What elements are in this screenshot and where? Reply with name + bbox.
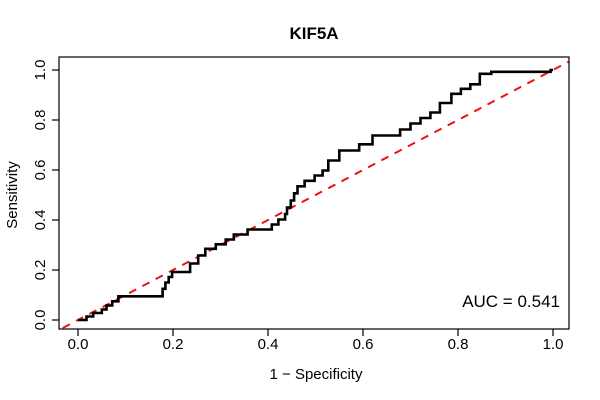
- y-tick-label: 0.4: [32, 210, 49, 231]
- roc-curve-line: [78, 68, 553, 322]
- x-tick-label: 0.8: [448, 336, 469, 353]
- auc-annotation: AUC = 0.541: [462, 292, 560, 311]
- y-tick-label: 0.8: [32, 110, 49, 131]
- y-tick-label: 0.6: [32, 160, 49, 181]
- x-tick-label: 0.6: [353, 336, 374, 353]
- chart-title: KIF5A: [289, 24, 339, 43]
- y-tick-label: 1.0: [32, 60, 49, 81]
- x-tick-label: 0.2: [163, 336, 184, 353]
- chance-diagonal-line: [59, 60, 569, 329]
- y-tick-label: 0.2: [32, 260, 49, 281]
- x-axis-title: 1 − Specificity: [269, 366, 363, 383]
- x-tick-label: 1.0: [543, 336, 564, 353]
- x-tick-label: 0.4: [258, 336, 279, 353]
- y-tick-label: 0.0: [32, 310, 49, 331]
- plot-frame: [58, 56, 570, 330]
- x-tick-label: 0.0: [68, 336, 89, 353]
